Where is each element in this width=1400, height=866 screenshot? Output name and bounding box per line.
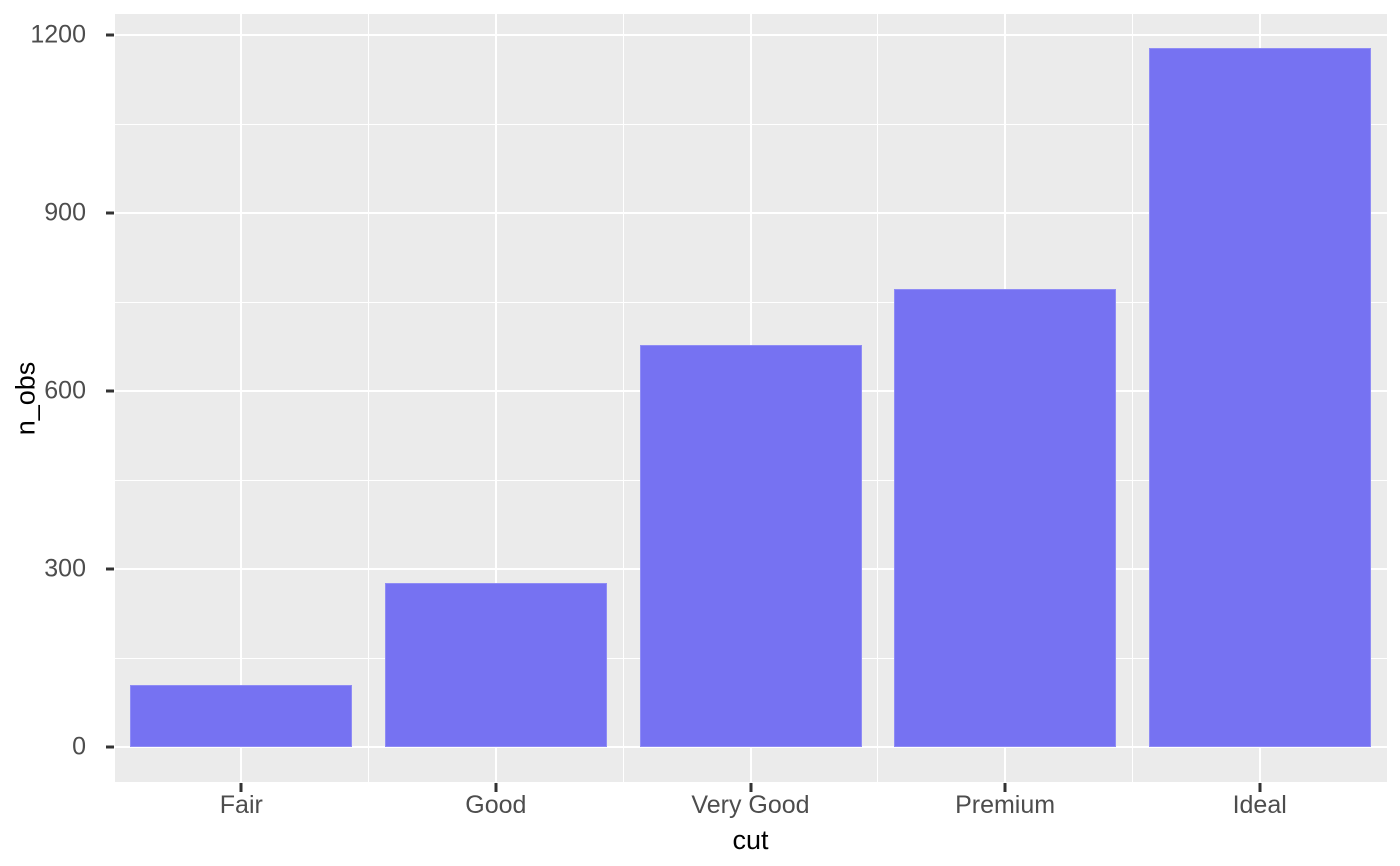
gridline-vertical-minor [622, 14, 624, 782]
x-tick-mark [1258, 783, 1262, 792]
x-tick-label: Premium [955, 791, 1056, 819]
gridline-vertical-minor [877, 14, 879, 782]
x-tick-mark [494, 783, 498, 792]
gridline-vertical-minor [114, 14, 115, 782]
x-tick-label: Good [465, 791, 527, 819]
y-tick-mark [106, 567, 114, 571]
x-tick-label: Very Good [691, 791, 810, 819]
x-tick-mark [1003, 783, 1007, 792]
y-tick-label: 1200 [30, 20, 86, 49]
bar-good [384, 583, 607, 747]
x-tick-mark [749, 783, 752, 792]
y-tick-mark [106, 745, 114, 749]
y-tick-label: 300 [44, 554, 86, 583]
x-axis-title: cut [732, 825, 769, 855]
y-tick-label: 900 [44, 198, 86, 227]
gridline-vertical-minor [1131, 14, 1133, 782]
gridline-vertical-major [494, 14, 497, 782]
y-axis-title: n_obs [0, 0, 52, 796]
x-tick-label: Fair [219, 791, 263, 819]
gridline-vertical-minor [368, 14, 370, 782]
x-tick-mark [239, 783, 243, 792]
y-tick-mark [106, 389, 114, 393]
gridline-vertical-major [240, 14, 243, 782]
bar-premium [894, 288, 1117, 747]
bar-fair [130, 685, 353, 747]
bar-very-good [639, 344, 862, 747]
y-tick-label: 0 [72, 732, 86, 761]
y-tick-label: 600 [44, 376, 86, 405]
y-tick-mark [106, 211, 114, 215]
y-tick-mark [106, 33, 114, 37]
y-axis-title-label: n_obs [10, 361, 41, 435]
plot-panel [114, 14, 1387, 782]
bar-ideal [1148, 48, 1371, 747]
x-tick-label: Ideal [1232, 791, 1287, 819]
